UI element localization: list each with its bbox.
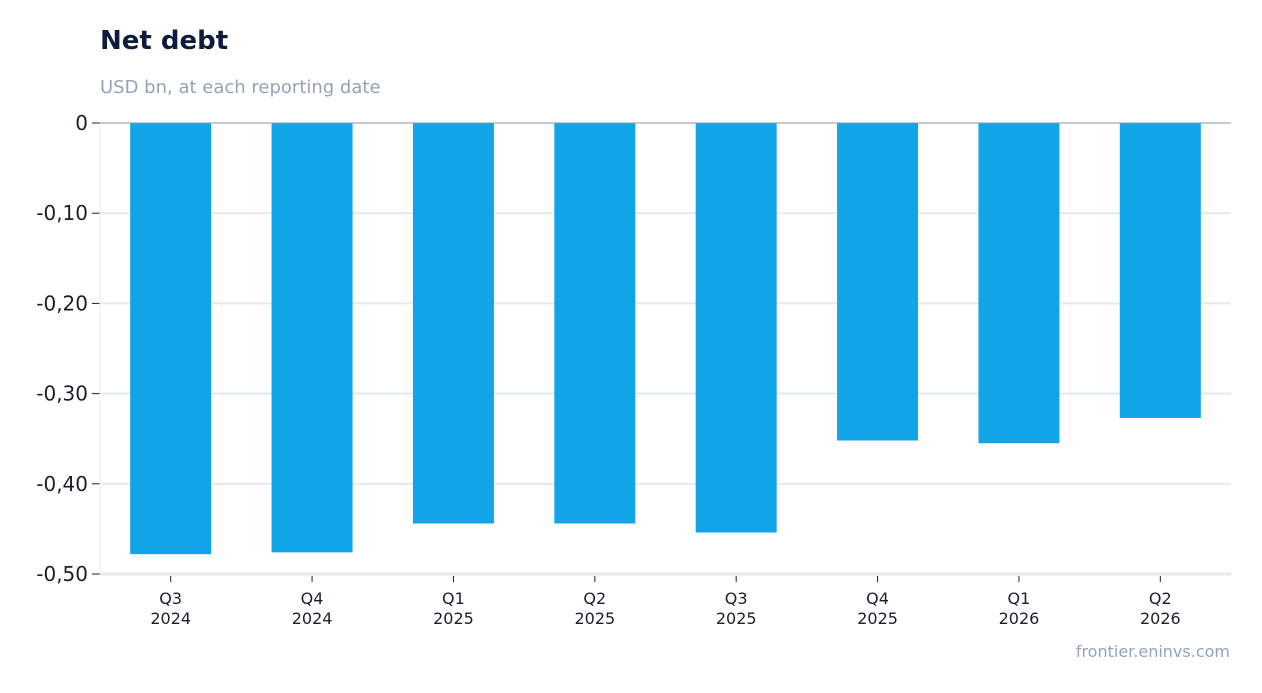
chart-title: Net debt [100, 26, 229, 56]
x-tick-label: Q1 [1008, 589, 1031, 608]
x-tick-label: Q4 [301, 589, 324, 608]
bar [978, 123, 1060, 444]
x-tick-label: Q3 [725, 589, 748, 608]
chart-subtitle: USD bn, at each reporting date [100, 77, 381, 98]
y-tick-label: 0 [75, 111, 88, 135]
x-tick-label: 2024 [150, 609, 191, 628]
x-tick-labels: Q32024Q42024Q12025Q22025Q32025Q42025Q120… [150, 589, 1180, 628]
x-tick-label: 2026 [999, 609, 1040, 628]
y-tick-label: -0,40 [36, 472, 88, 496]
y-tick-label: -0,30 [36, 382, 88, 406]
x-tick-label: 2024 [292, 609, 333, 628]
x-tick-label: 2026 [1140, 609, 1181, 628]
bars [130, 123, 1201, 555]
bar [695, 123, 777, 533]
x-tick-label: Q2 [583, 589, 606, 608]
y-tick-label: -0,50 [36, 562, 88, 586]
bar [1119, 123, 1201, 418]
y-tick-labels: 0 -0,10 -0,20 -0,30 -0,40 -0,50 [36, 111, 88, 586]
bar [130, 123, 212, 555]
axes [92, 122, 1231, 582]
x-tick-label: 2025 [433, 609, 474, 628]
grid-lines [100, 212, 1231, 576]
x-tick-label: Q2 [1149, 589, 1172, 608]
y-tick-label: -0,20 [36, 291, 88, 315]
bar [837, 123, 919, 441]
bar [412, 123, 494, 524]
x-tick-label: 2025 [716, 609, 757, 628]
x-tick-label: 2025 [857, 609, 898, 628]
y-tick-label: -0,10 [36, 201, 88, 225]
x-tick-label: Q3 [159, 589, 182, 608]
bar [271, 123, 353, 553]
bar [554, 123, 636, 524]
x-tick-label: Q4 [866, 589, 889, 608]
x-tick-label: 2025 [574, 609, 615, 628]
x-tick-label: Q1 [442, 589, 465, 608]
source-credit: frontier.eninvs.com [1075, 642, 1230, 661]
